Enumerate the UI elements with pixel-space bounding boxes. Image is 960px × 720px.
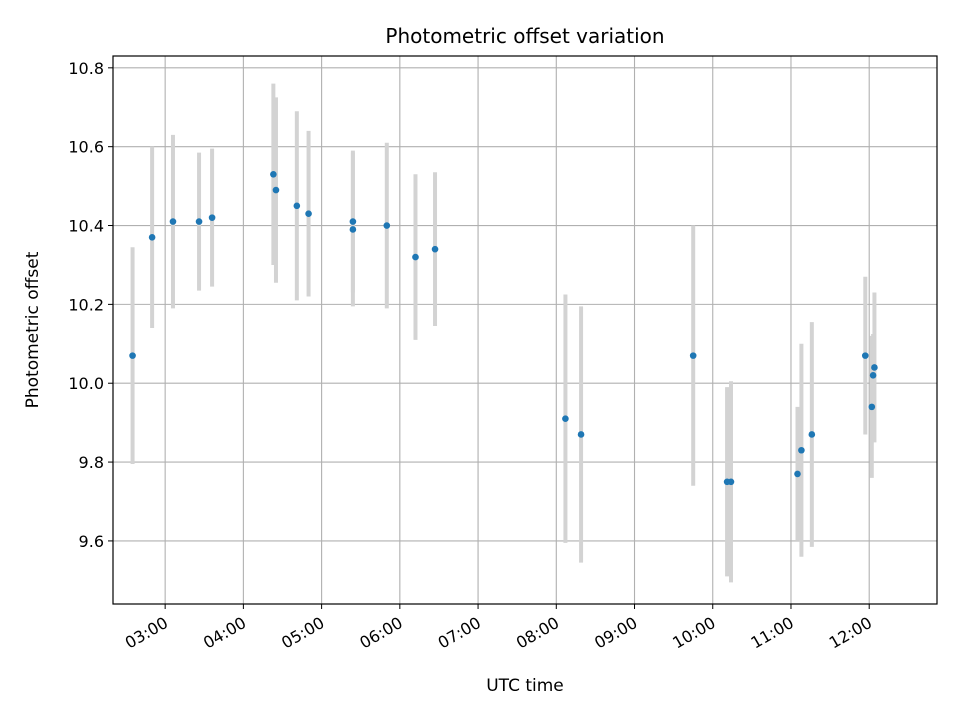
data-point (868, 403, 876, 411)
data-point (129, 352, 136, 359)
plot-frame (112, 55, 938, 605)
y-tick-label: 9.8 (79, 453, 104, 472)
data-point (794, 470, 801, 478)
y-tick-label: 10.2 (68, 295, 104, 314)
data-points (129, 170, 878, 486)
data-point (562, 415, 569, 423)
data-point (727, 478, 735, 486)
data-point (871, 364, 878, 371)
data-point (431, 245, 439, 253)
y-tick-label: 10.0 (68, 374, 104, 393)
data-point (169, 218, 177, 225)
data-point (195, 218, 203, 225)
data-point (689, 352, 697, 359)
data-point (861, 352, 869, 359)
data-point (798, 446, 805, 454)
y-tick-label: 10.6 (68, 138, 104, 157)
data-point (208, 214, 216, 221)
data-point (869, 372, 877, 379)
data-point (148, 234, 156, 241)
data-point (349, 226, 357, 233)
data-point (577, 431, 585, 438)
data-point (272, 186, 280, 194)
y-axis-ticks: 9.6 9.8 10.0 10.2 10.4 10.6 10.8 (68, 59, 113, 551)
data-point (412, 253, 419, 261)
data-point (349, 218, 357, 225)
data-point (293, 202, 301, 210)
x-axis-label: UTC time (486, 676, 564, 696)
data-point (270, 170, 277, 178)
y-axis-label: Photometric offset (23, 251, 43, 408)
data-point (808, 431, 816, 438)
chart-title: Photometric offset variation (385, 24, 664, 48)
y-tick-label: 9.6 (79, 532, 104, 551)
y-tick-label: 10.8 (68, 59, 104, 78)
y-tick-label: 10.4 (68, 217, 104, 236)
data-point (383, 222, 391, 229)
data-point (305, 210, 312, 217)
